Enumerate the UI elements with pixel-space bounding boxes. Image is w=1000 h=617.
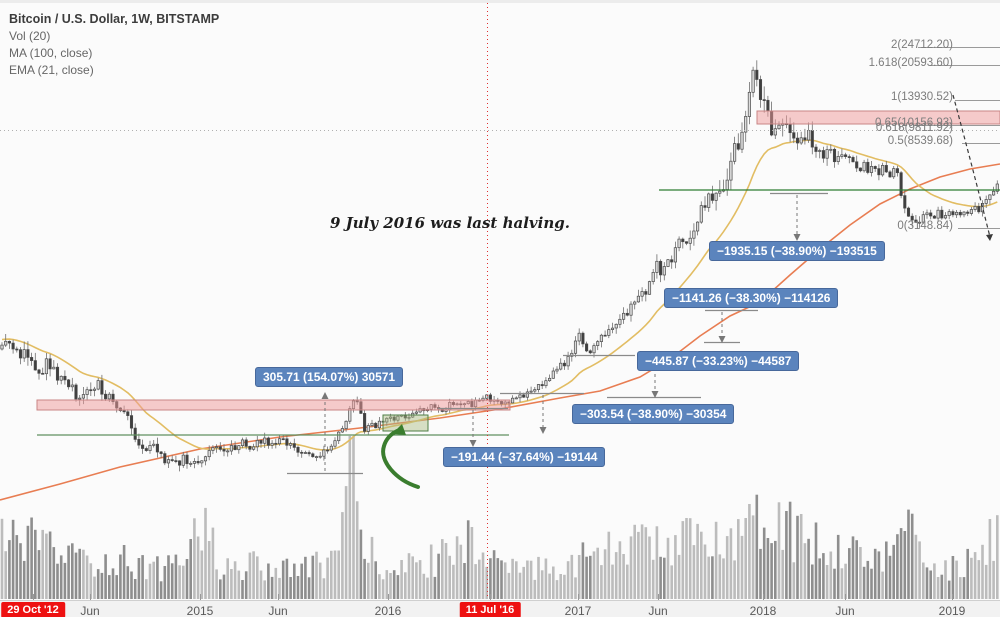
indicator-ema[interactable]: EMA (21, close) <box>9 63 94 77</box>
time-axis-label: Jun <box>268 604 288 617</box>
time-axis-label: Jun <box>835 604 855 617</box>
dashed-trend-line[interactable] <box>952 94 993 241</box>
fib-level-label[interactable]: 0.65(10156.93) <box>874 117 953 129</box>
green-highlight-box <box>382 414 429 432</box>
time-axis-label: 2018 <box>749 604 777 617</box>
fib-lines[interactable] <box>0 47 1000 229</box>
price-chart-canvas[interactable] <box>0 3 1000 617</box>
date-marker-badge[interactable]: 11 Jul '16 <box>459 602 521 617</box>
price-range-label[interactable]: −1141.26 (−38.30%) −114126 <box>664 288 839 308</box>
drawing-overlays[interactable] <box>36 110 1000 436</box>
green-arrow-head <box>392 424 406 435</box>
fib-level-label[interactable]: 0(3148.84) <box>897 220 953 232</box>
green-arrow-shaft <box>381 429 420 489</box>
time-axis-label: Jun <box>648 604 668 617</box>
halving-note-text[interactable]: 9 July 2016 was last halving. <box>330 214 570 232</box>
support-zone-2015-2016 <box>36 399 511 411</box>
time-axis-label: 2016 <box>374 604 402 617</box>
price-range-label[interactable]: −445.87 (−33.23%) −44587 <box>637 351 800 371</box>
price-range-label[interactable]: −303.54 (−38.90%) −30354 <box>572 404 735 424</box>
time-axis-label: 2015 <box>186 604 214 617</box>
fib-level-label[interactable]: 1.618(20593.60) <box>868 57 953 69</box>
volume-bars <box>0 435 999 599</box>
price-range-label[interactable]: −1935.15 (−38.90%) −193515 <box>709 241 885 261</box>
symbol-title[interactable]: Bitcoin / U.S. Dollar, 1W, BITSTAMP <box>9 12 220 26</box>
price-range-label[interactable]: −191.44 (−37.64%) −19144 <box>443 447 606 467</box>
time-axis-label: Jun <box>80 604 100 617</box>
time-axis-label: 2019 <box>938 604 966 617</box>
time-axis-label: 2017 <box>564 604 592 617</box>
axis-ticks <box>33 594 953 600</box>
fib-level-label[interactable]: 2(24712.20) <box>890 39 953 51</box>
range-tools[interactable] <box>287 192 828 475</box>
indicator-ma[interactable]: MA (100, close) <box>9 46 93 60</box>
resistance-zone-2018 <box>756 110 1000 125</box>
date-marker-badge[interactable]: 29 Oct '12 <box>1 602 65 617</box>
indicator-vol[interactable]: Vol (20) <box>9 29 51 43</box>
fib-level-label[interactable]: 0.5(8539.68) <box>887 135 953 147</box>
green-arrow[interactable] <box>381 424 420 489</box>
price-range-label[interactable]: 305.71 (154.07%) 30571 <box>255 367 404 387</box>
fib-level-label[interactable]: 0.618(9811.92) <box>875 122 953 134</box>
chart-legend: Bitcoin / U.S. Dollar, 1W, BITSTAMP Vol … <box>9 11 219 79</box>
fib-level-label[interactable]: 1(13930.52) <box>890 91 953 103</box>
time-axis[interactable]: Jun 2015 Jun 2016 2017 Jun 2018 Jun 2019 29 Oct '… <box>0 600 1000 617</box>
